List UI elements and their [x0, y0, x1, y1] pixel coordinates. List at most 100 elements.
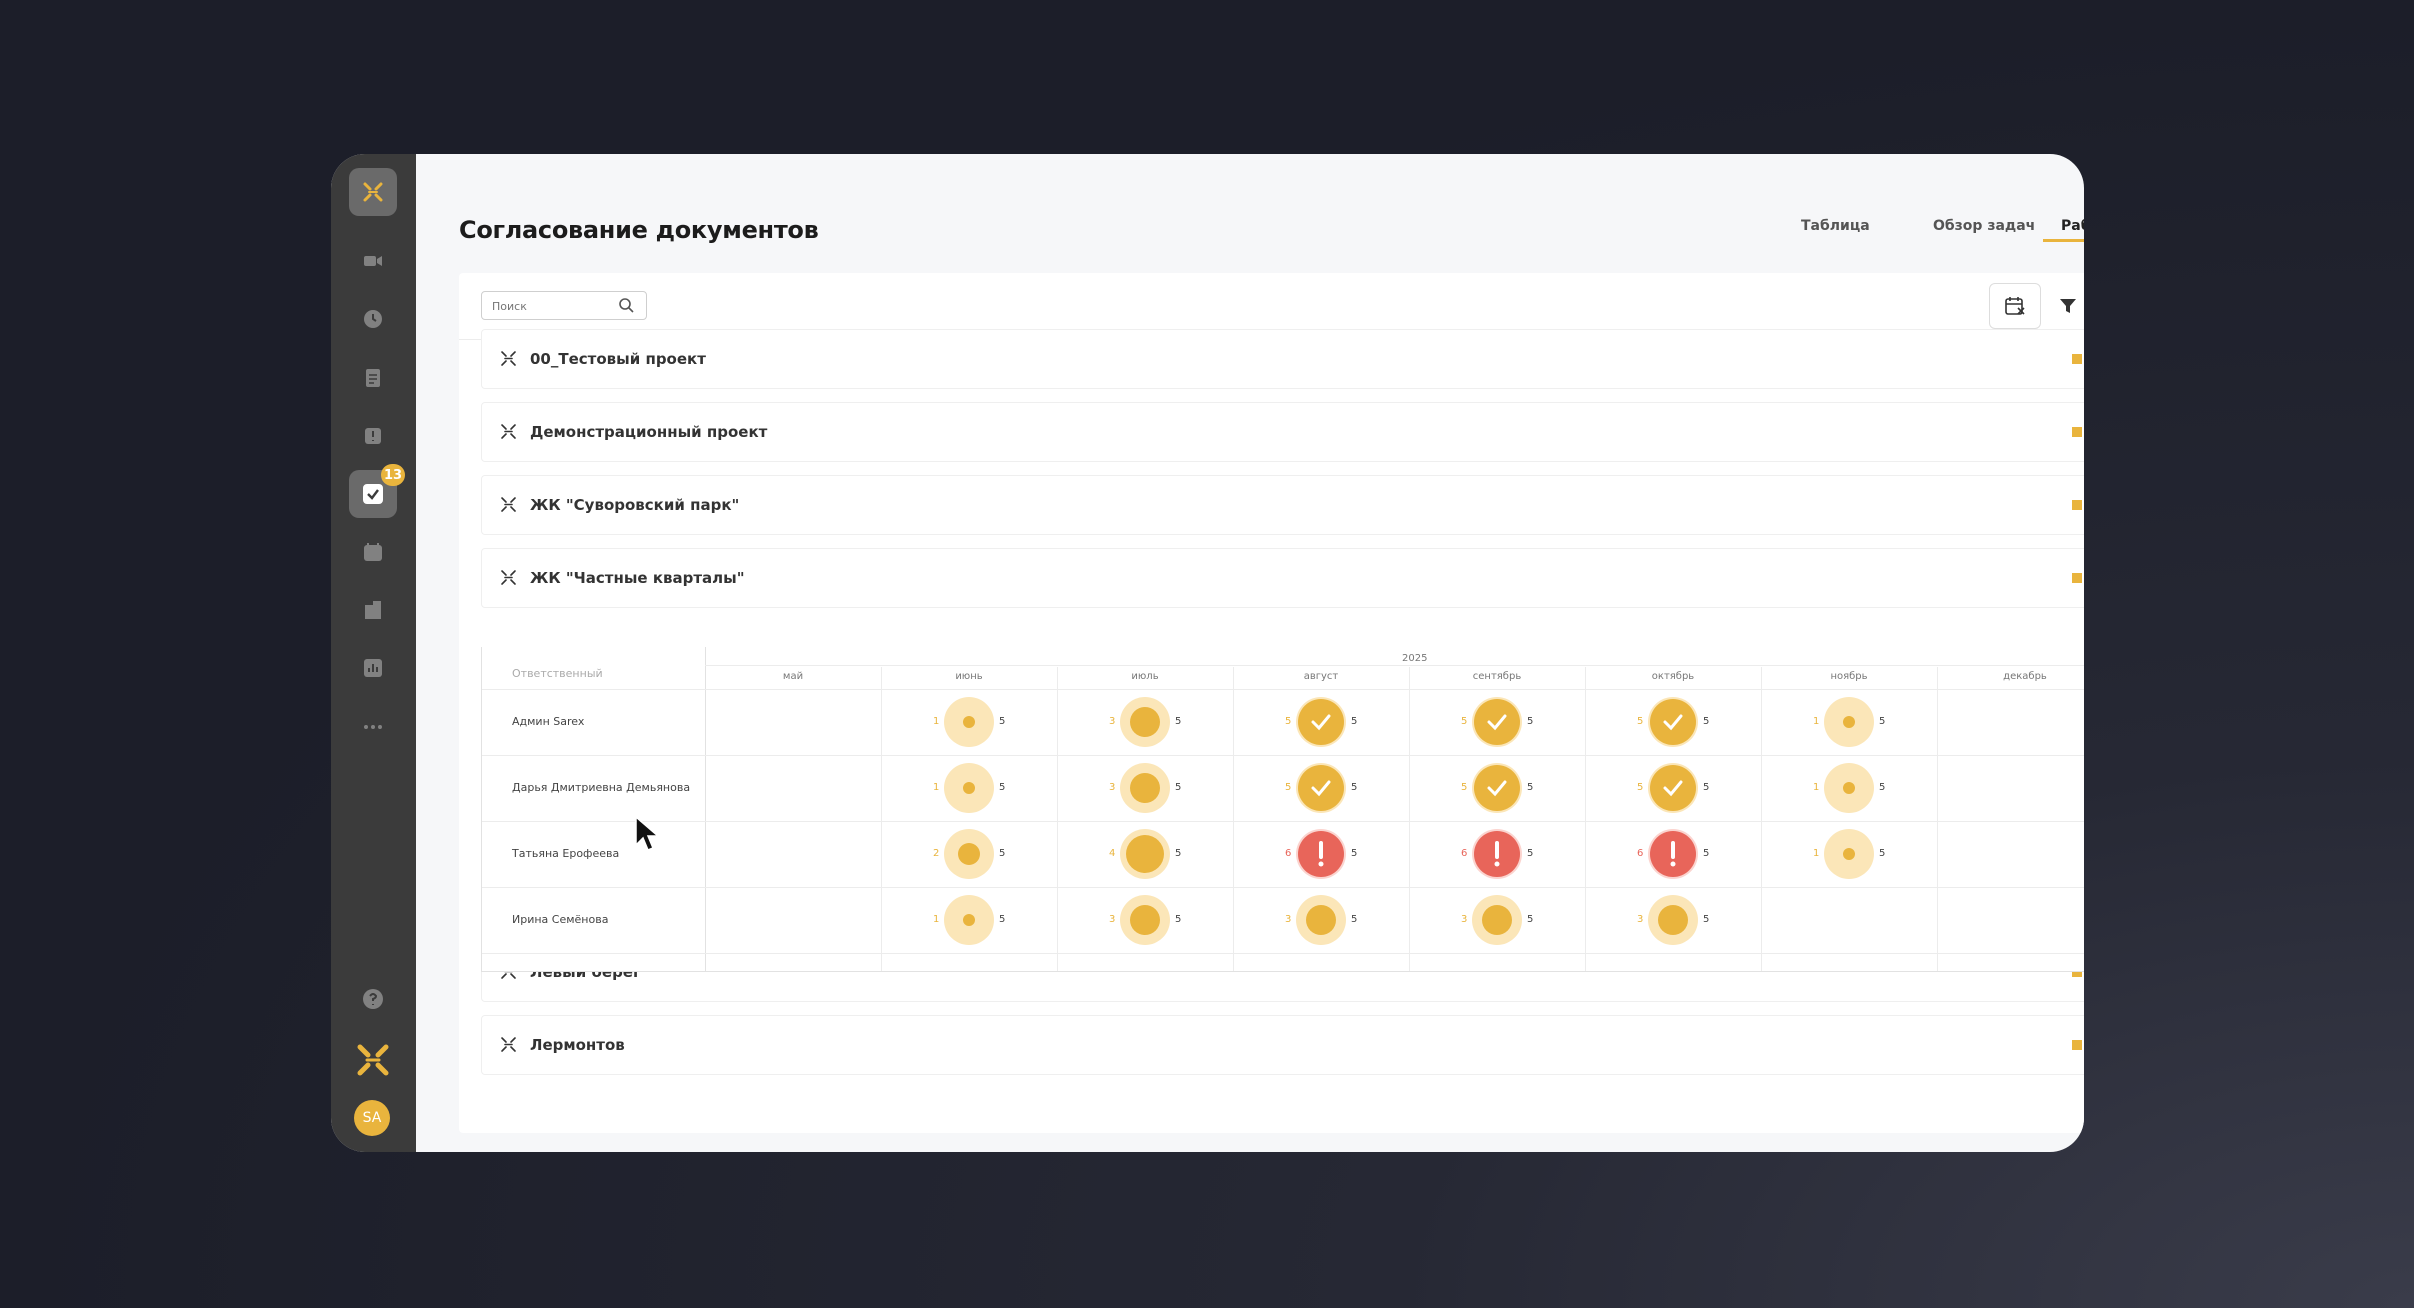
month-divider: [1761, 667, 1762, 971]
capacity-count: 5: [1351, 914, 1358, 925]
assigned-count: 1: [933, 782, 940, 793]
exclamation-icon: [1474, 831, 1520, 877]
sidebar: 13 SA: [331, 154, 416, 1152]
load-dot: [1306, 905, 1336, 935]
assigned-count: 2: [933, 848, 940, 859]
capacity-count: 5: [1175, 914, 1182, 925]
month-label: июль: [1131, 671, 1159, 682]
count-marker: [2072, 427, 2082, 437]
responsible-person: Ирина Семёнова: [512, 913, 609, 926]
avatar[interactable]: SA: [354, 1100, 390, 1136]
row-divider: [482, 821, 2084, 822]
capacity-count: 5: [1879, 716, 1886, 727]
project-row[interactable]: ЖК "Суворовский парк"4: [481, 475, 2084, 535]
project-name: 00_Тестовый проект: [530, 350, 706, 368]
logo-icon[interactable]: [349, 168, 397, 216]
search-input[interactable]: [490, 296, 614, 316]
load-dot: [1130, 905, 1160, 935]
project-name: Лермонтов: [530, 1036, 625, 1054]
capacity-count: 5: [1351, 716, 1358, 727]
tasks-badge: 13: [381, 464, 405, 486]
help-icon[interactable]: [362, 988, 384, 1010]
capacity-count: 5: [1527, 716, 1534, 727]
capacity-count: 5: [1703, 716, 1710, 727]
chart-icon[interactable]: [362, 657, 384, 679]
assigned-count: 5: [1285, 782, 1292, 793]
capacity-count: 5: [1703, 914, 1710, 925]
assigned-count: 5: [1285, 716, 1292, 727]
check-icon: [1298, 699, 1344, 745]
tab-workload[interactable]: Раб: [2061, 218, 2084, 234]
alert-icon[interactable]: [362, 425, 384, 447]
brand-icon: [357, 1044, 389, 1076]
assigned-count: 6: [1461, 848, 1468, 859]
more-icon[interactable]: [362, 716, 384, 738]
count-marker: [2072, 573, 2082, 583]
month-label: ноябрь: [1830, 671, 1868, 682]
month-divider: [1057, 667, 1058, 971]
capacity-count: 5: [1527, 914, 1534, 925]
tab-table[interactable]: Таблица: [1801, 218, 1870, 234]
document-icon[interactable]: [362, 367, 384, 389]
project-icon: [501, 424, 516, 439]
assigned-count: 1: [933, 914, 940, 925]
assigned-count: 1: [1813, 716, 1820, 727]
capacity-count: 5: [1527, 782, 1534, 793]
calendar-icon[interactable]: [362, 541, 384, 563]
assigned-count: 5: [1461, 782, 1468, 793]
calendar-reset-button[interactable]: [1989, 283, 2041, 329]
load-dot: [958, 843, 980, 865]
exclamation-icon: [1650, 831, 1696, 877]
building-icon[interactable]: [362, 599, 384, 621]
project-icon: [501, 351, 516, 366]
check-icon: [1474, 765, 1520, 811]
load-dot: [1843, 848, 1855, 860]
app-window: 13 SA Согласование документов Таблица Об…: [331, 154, 2084, 1152]
search-icon[interactable]: [618, 297, 634, 313]
capacity-count: 5: [1351, 848, 1358, 859]
project-row[interactable]: ЖК "Частные кварталы"7: [481, 548, 2084, 608]
assigned-count: 5: [1637, 782, 1644, 793]
month-label: май: [782, 671, 804, 682]
month-divider: [1233, 667, 1234, 971]
tab-task-overview[interactable]: Обзор задач: [1933, 218, 2036, 234]
assigned-count: 3: [1109, 782, 1116, 793]
project-row[interactable]: Лермонтов0: [481, 1015, 2084, 1075]
video-icon[interactable]: [362, 250, 384, 272]
project-icon: [501, 1037, 516, 1052]
capacity-count: 5: [1703, 848, 1710, 859]
row-divider: [482, 953, 2084, 954]
count-marker: [2072, 354, 2082, 364]
row-divider: [482, 887, 2084, 888]
active-tab-indicator: [2043, 239, 2084, 242]
page-title: Согласование документов: [459, 216, 819, 244]
project-row[interactable]: 00_Тестовый проект0: [481, 329, 2084, 389]
load-dot: [1482, 905, 1512, 935]
clock-icon[interactable]: [362, 308, 384, 330]
filter-icon[interactable]: [2059, 297, 2077, 315]
project-row[interactable]: Демонстрационный проект1: [481, 402, 2084, 462]
